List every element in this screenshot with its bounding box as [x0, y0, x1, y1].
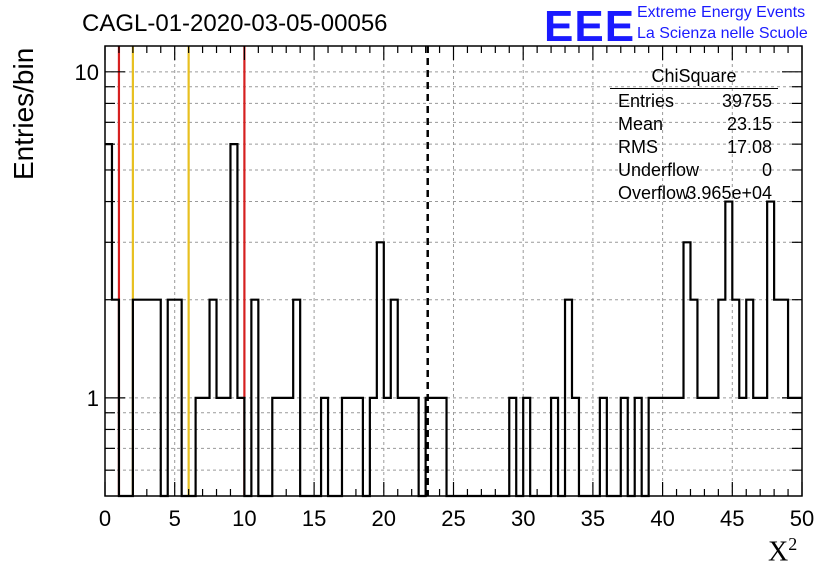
- stats-box: ChiSquare Entries 39755 Mean 23.15 RMS 17.0…: [610, 66, 778, 206]
- x-tick-label: 50: [790, 506, 814, 531]
- eee-logo: EEE: [544, 2, 636, 51]
- x-tick-label: 5: [169, 506, 181, 531]
- stats-row-overflow: Overflow 3.965e+04: [618, 183, 772, 203]
- stats-row-mean: Mean 23.15: [618, 114, 772, 134]
- x-axis-label: X2: [768, 534, 798, 568]
- x-tick-label: 15: [302, 506, 326, 531]
- y-axis-label: Entries/bin: [8, 47, 39, 180]
- stats-row-entries: Entries 39755: [618, 91, 772, 111]
- logo-subtitle-2: La Scienza nelle Scuole: [637, 25, 808, 42]
- x-tick-label: 0: [99, 506, 111, 531]
- logo-subtitle-1: Extreme Energy Events: [637, 4, 806, 21]
- x-tick-label: 25: [441, 506, 465, 531]
- stats-header: ChiSquare: [610, 66, 778, 89]
- chart-title: CAGL-01-2020-03-05-00056: [82, 10, 388, 37]
- tick-labels: 0 5 10 15 20 25 30 35 40 45 50 1 10: [75, 60, 815, 531]
- stats-row-underflow: Underflow 0: [618, 160, 772, 180]
- grid: [105, 46, 802, 496]
- x-tick-label: 40: [650, 506, 674, 531]
- y-tick-label: 10: [75, 60, 99, 85]
- x-tick-label: 20: [372, 506, 396, 531]
- y-tick-label: 1: [87, 386, 99, 411]
- x-tick-label: 35: [581, 506, 605, 531]
- x-tick-label: 45: [720, 506, 744, 531]
- axes: [104, 45, 803, 497]
- x-tick-label: 10: [232, 506, 256, 531]
- x-tick-label: 30: [511, 506, 535, 531]
- stats-row-rms: RMS 17.08: [618, 137, 772, 157]
